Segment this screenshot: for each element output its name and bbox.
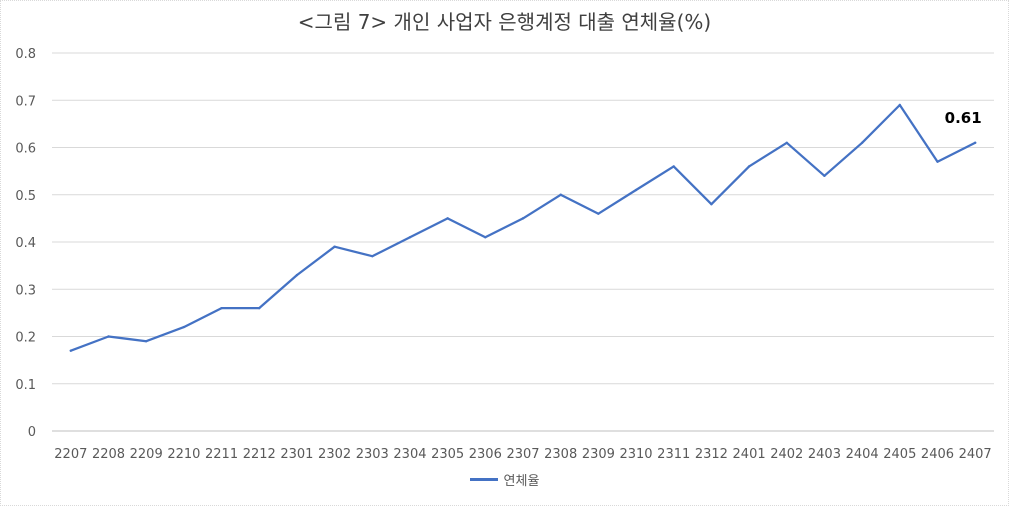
- y-tick-label: 0.8: [15, 47, 36, 62]
- y-tick-label: 0.2: [15, 331, 36, 346]
- y-tick-label: 0.4: [15, 236, 36, 251]
- x-tick-label: 2405: [883, 447, 916, 462]
- x-tick-label: 2212: [243, 447, 276, 462]
- data-point: [408, 236, 412, 239]
- x-tick-label: 2310: [619, 447, 652, 462]
- data-point: [898, 103, 901, 107]
- x-tick-label: 2211: [205, 447, 238, 462]
- x-tick-label: 2209: [130, 447, 163, 462]
- data-point: [785, 141, 788, 144]
- data-point: [823, 174, 826, 178]
- data-point: [220, 306, 223, 310]
- x-tick-label: 2303: [356, 447, 389, 462]
- legend-label: 연체율: [503, 474, 540, 489]
- x-tick-label: 2207: [54, 447, 87, 462]
- x-tick-label: 2208: [92, 447, 125, 462]
- data-point: [521, 217, 525, 220]
- data-point: [597, 212, 600, 215]
- x-tick-label: 2302: [318, 447, 351, 462]
- x-tick-label: 2404: [846, 447, 879, 462]
- legend-swatch: [469, 478, 498, 481]
- data-point: [973, 141, 977, 144]
- y-tick-label: 0.3: [15, 283, 36, 298]
- data-point: [484, 236, 487, 239]
- data-point: [69, 349, 73, 352]
- legend: 연체율: [0, 470, 1009, 489]
- data-point: [634, 188, 638, 192]
- x-tick-label: 2401: [733, 447, 766, 462]
- x-tick-label: 2307: [506, 447, 539, 462]
- data-point: [446, 217, 449, 220]
- y-tick-label: 0.1: [15, 378, 36, 393]
- data-point: [559, 193, 562, 196]
- data-point: [333, 245, 336, 248]
- data-point: [107, 335, 110, 338]
- series-line: [69, 103, 977, 352]
- data-point: [258, 306, 261, 310]
- data-point: [747, 165, 751, 168]
- data-label: 0.61: [945, 109, 982, 127]
- x-tick-label: 2402: [770, 447, 803, 462]
- x-tick-label: 2312: [695, 447, 728, 462]
- x-tick-label: 2306: [469, 447, 502, 462]
- x-tick-label: 2403: [808, 447, 841, 462]
- x-tick-label: 2301: [280, 447, 313, 462]
- y-tick-label: 0.6: [15, 142, 36, 157]
- legend-item: 연체율: [469, 470, 540, 489]
- y-tick-label: 0.7: [15, 94, 36, 109]
- x-tick-label: 2304: [393, 447, 426, 462]
- y-tick-label: 0: [28, 425, 36, 440]
- data-point: [936, 160, 939, 163]
- data-point: [672, 165, 675, 168]
- x-tick-label: 2407: [959, 447, 992, 462]
- x-tick-label: 2406: [921, 447, 954, 462]
- x-tick-label: 2309: [582, 447, 615, 462]
- x-tick-label: 2305: [431, 447, 464, 462]
- data-point: [860, 141, 864, 144]
- data-point: [371, 254, 374, 258]
- x-tick-label: 2210: [167, 447, 200, 462]
- chart-title: <그림 7> 개인 사업자 은행계정 대출 연체율(%): [297, 10, 712, 34]
- data-point: [145, 340, 148, 343]
- x-tick-label: 2308: [544, 447, 577, 462]
- x-tick-label: 2311: [657, 447, 690, 462]
- data-point: [295, 273, 299, 277]
- data-point: [182, 325, 186, 329]
- data-point: [710, 203, 713, 206]
- y-tick-label: 0.5: [15, 189, 36, 204]
